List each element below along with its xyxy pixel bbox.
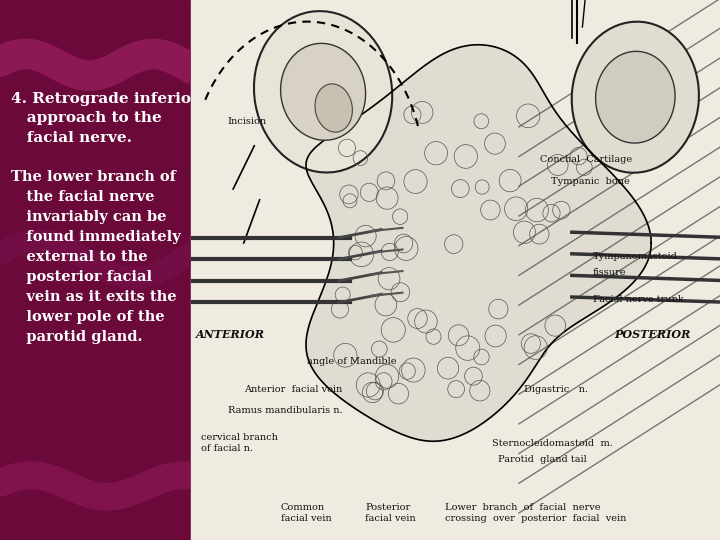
Text: facial vein: facial vein xyxy=(366,514,416,523)
Text: Lower  branch  of  facial  nerve: Lower branch of facial nerve xyxy=(445,503,600,512)
Text: crossing  over  posterior  facial  vein: crossing over posterior facial vein xyxy=(445,514,626,523)
Text: Tympanic  bone: Tympanic bone xyxy=(551,177,629,186)
Text: of facial n.: of facial n. xyxy=(202,444,253,453)
Bar xyxy=(191,0,720,540)
Ellipse shape xyxy=(281,43,366,140)
Text: Digastric   n.: Digastric n. xyxy=(524,384,588,394)
Text: Common: Common xyxy=(281,503,325,512)
Text: Posterior: Posterior xyxy=(366,503,410,512)
Bar xyxy=(0,0,191,540)
Ellipse shape xyxy=(254,11,392,172)
Text: POSTERIOR: POSTERIOR xyxy=(614,328,690,340)
Text: Conchal  Cartilage: Conchal Cartilage xyxy=(540,155,632,164)
Text: Ramus mandibularis n.: Ramus mandibularis n. xyxy=(228,406,343,415)
Text: Parotid  gland tail: Parotid gland tail xyxy=(498,455,587,464)
Text: Incision: Incision xyxy=(228,117,267,126)
Text: Anterior  facial vein: Anterior facial vein xyxy=(243,384,342,394)
Text: cervical branch: cervical branch xyxy=(202,433,278,442)
Polygon shape xyxy=(306,45,651,441)
Text: fissure: fissure xyxy=(593,268,626,278)
Text: angle of Mandible: angle of Mandible xyxy=(307,357,397,367)
Text: ANTERIOR: ANTERIOR xyxy=(196,328,265,340)
Text: Sternocleidomastoid  m.: Sternocleidomastoid m. xyxy=(492,438,613,448)
Ellipse shape xyxy=(595,51,675,143)
Text: The lower branch of
   the facial nerve
   invariably can be
   found immediatel: The lower branch of the facial nerve inv… xyxy=(11,170,181,345)
Text: Tympanomastoid: Tympanomastoid xyxy=(593,252,678,261)
Text: Facial nerve trunk: Facial nerve trunk xyxy=(593,295,684,305)
Text: facial vein: facial vein xyxy=(281,514,331,523)
Text: 4. Retrograde inferior
   approach to the
   facial nerve.: 4. Retrograde inferior approach to the f… xyxy=(11,92,199,145)
Ellipse shape xyxy=(572,22,699,173)
Ellipse shape xyxy=(315,84,352,132)
